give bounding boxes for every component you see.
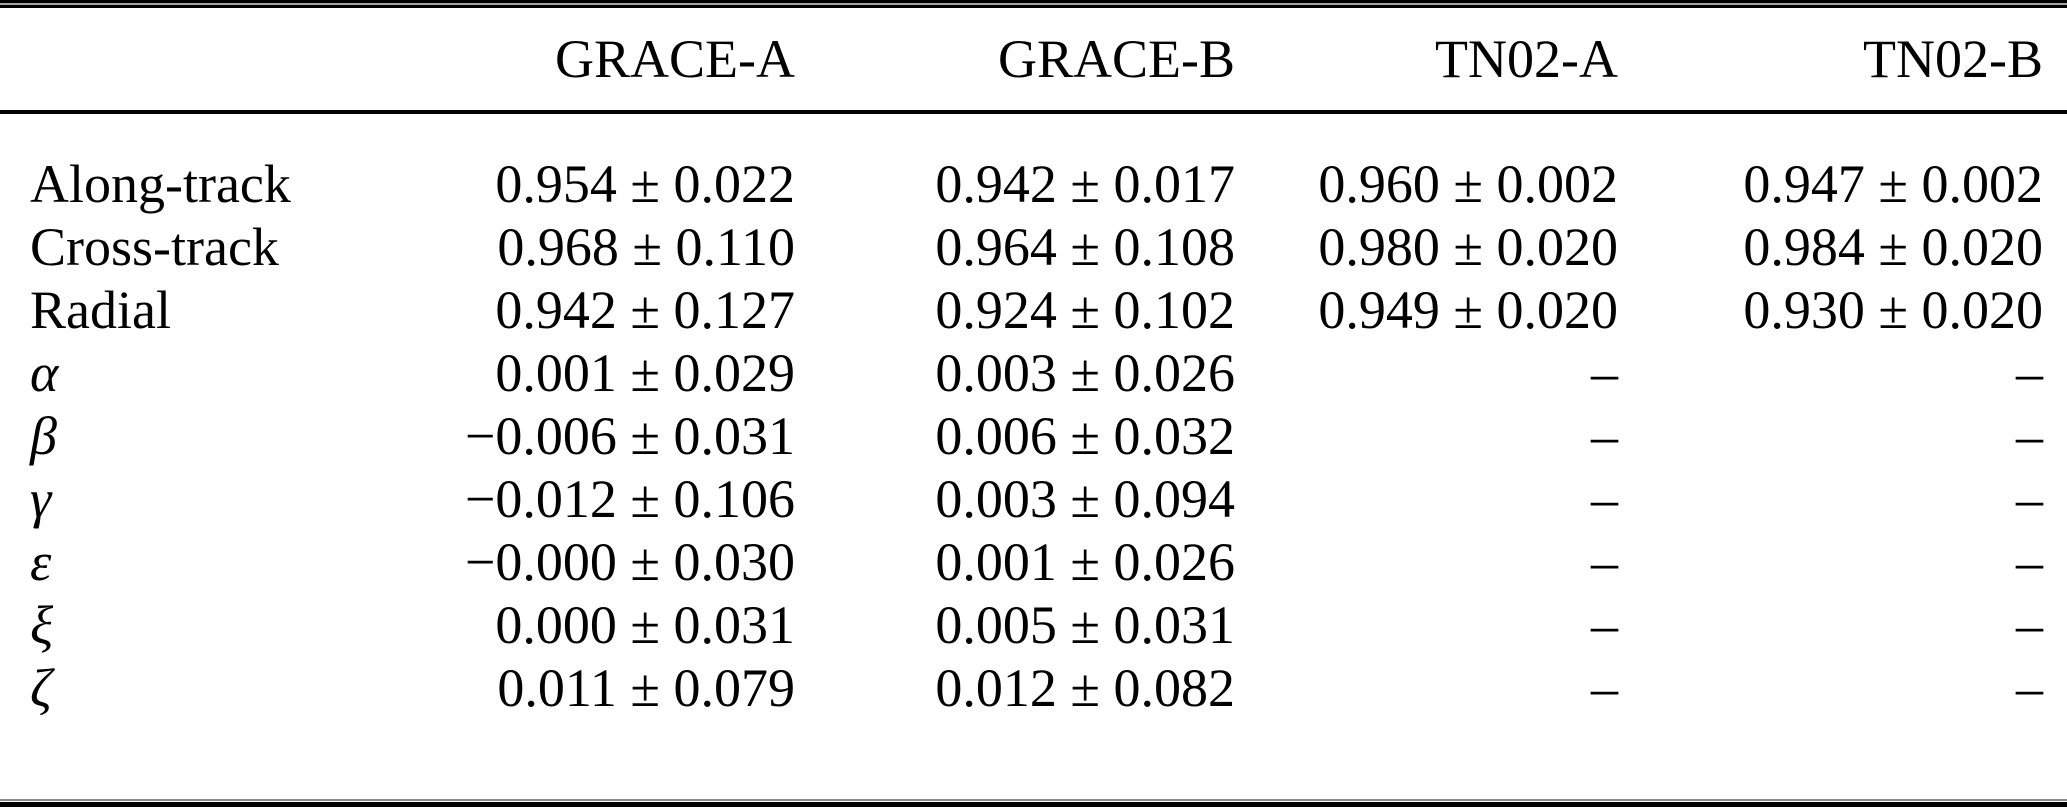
row-label: Along-track [30, 153, 291, 214]
table-row: ε −0.000 ± 0.030 0.001 ± 0.026 – – [0, 530, 2067, 593]
row-label: ζ [30, 657, 52, 718]
table-row: ζ 0.011 ± 0.079 0.012 ± 0.082 – – [0, 656, 2067, 719]
table-row: γ −0.012 ± 0.106 0.003 ± 0.094 – – [0, 467, 2067, 530]
value-cell: 0.001 ± 0.029 [495, 342, 795, 403]
table-row: Along-track 0.954 ± 0.022 0.942 ± 0.017 … [0, 112, 2067, 215]
row-label: ξ [30, 594, 54, 655]
value-cell: 0.960 ± 0.002 [1318, 153, 1618, 214]
value-cell: 0.012 ± 0.082 [935, 657, 1235, 718]
value-cell: 0.006 ± 0.032 [935, 405, 1235, 466]
column-header-grace-a: GRACE-A [435, 8, 795, 114]
table-row: ξ 0.000 ± 0.031 0.005 ± 0.031 – – [0, 593, 2067, 656]
value-cell: −0.012 ± 0.106 [464, 468, 795, 529]
value-cell: 0.011 ± 0.079 [497, 657, 795, 718]
row-label: ε [30, 531, 52, 592]
table-row: Radial 0.942 ± 0.127 0.924 ± 0.102 0.949… [0, 278, 2067, 341]
value-cell: 0.964 ± 0.108 [935, 216, 1235, 277]
value-cell: 0.968 ± 0.110 [497, 216, 795, 277]
value-cell: 0.947 ± 0.002 [1743, 153, 2043, 214]
table-top-rule [0, 0, 2067, 8]
results-table: GRACE-A GRACE-B TN02-A TN02-B Along-trac… [0, 8, 2067, 719]
column-header-tn02-b: TN02-B [1618, 8, 2067, 114]
value-cell: 0.003 ± 0.026 [935, 342, 1235, 403]
header-row: GRACE-A GRACE-B TN02-A TN02-B [0, 8, 2067, 114]
value-cell: −0.000 ± 0.030 [464, 531, 795, 592]
value-cell: – [2016, 657, 2043, 718]
value-cell: 0.001 ± 0.026 [935, 531, 1235, 592]
value-cell: – [1591, 468, 1618, 529]
value-cell: – [2016, 531, 2043, 592]
value-cell: – [1591, 405, 1618, 466]
column-header-grace-b: GRACE-B [795, 8, 1235, 114]
value-cell: 0.942 ± 0.017 [935, 153, 1235, 214]
column-header-empty [0, 8, 435, 114]
value-cell: – [1591, 531, 1618, 592]
row-label: β [30, 405, 57, 466]
row-label: γ [30, 468, 52, 529]
table-row: Cross-track 0.968 ± 0.110 0.964 ± 0.108 … [0, 215, 2067, 278]
value-cell: – [2016, 468, 2043, 529]
value-cell: 0.942 ± 0.127 [495, 279, 795, 340]
row-label: Radial [30, 279, 171, 340]
value-cell: – [2016, 342, 2043, 403]
value-cell: – [2016, 405, 2043, 466]
row-label: α [30, 342, 59, 403]
value-cell: 0.930 ± 0.020 [1743, 279, 2043, 340]
value-cell: −0.006 ± 0.031 [464, 405, 795, 466]
value-cell: – [1591, 657, 1618, 718]
value-cell: – [1591, 594, 1618, 655]
value-cell: – [1591, 342, 1618, 403]
value-cell: 0.954 ± 0.022 [495, 153, 795, 214]
value-cell: 0.003 ± 0.094 [935, 468, 1235, 529]
value-cell: 0.980 ± 0.020 [1318, 216, 1618, 277]
value-cell: 0.005 ± 0.031 [935, 594, 1235, 655]
table-bottom-rule [0, 799, 2067, 807]
value-cell: 0.000 ± 0.031 [495, 594, 795, 655]
value-cell: 0.924 ± 0.102 [935, 279, 1235, 340]
value-cell: 0.984 ± 0.020 [1743, 216, 2043, 277]
value-cell: 0.949 ± 0.020 [1318, 279, 1618, 340]
row-label: Cross-track [30, 216, 279, 277]
value-cell: – [2016, 594, 2043, 655]
table-row: β −0.006 ± 0.031 0.006 ± 0.032 – – [0, 404, 2067, 467]
table-row: α 0.001 ± 0.029 0.003 ± 0.026 – – [0, 341, 2067, 404]
column-header-tn02-a: TN02-A [1235, 8, 1618, 114]
